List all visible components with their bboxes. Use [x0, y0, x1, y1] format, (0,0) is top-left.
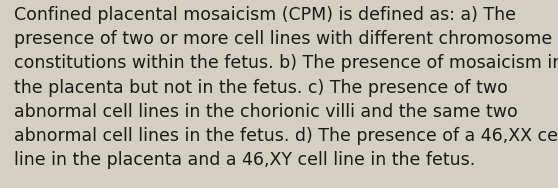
- Text: Confined placental mosaicism (CPM) is defined as: a) The
presence of two or more: Confined placental mosaicism (CPM) is de…: [14, 6, 558, 169]
